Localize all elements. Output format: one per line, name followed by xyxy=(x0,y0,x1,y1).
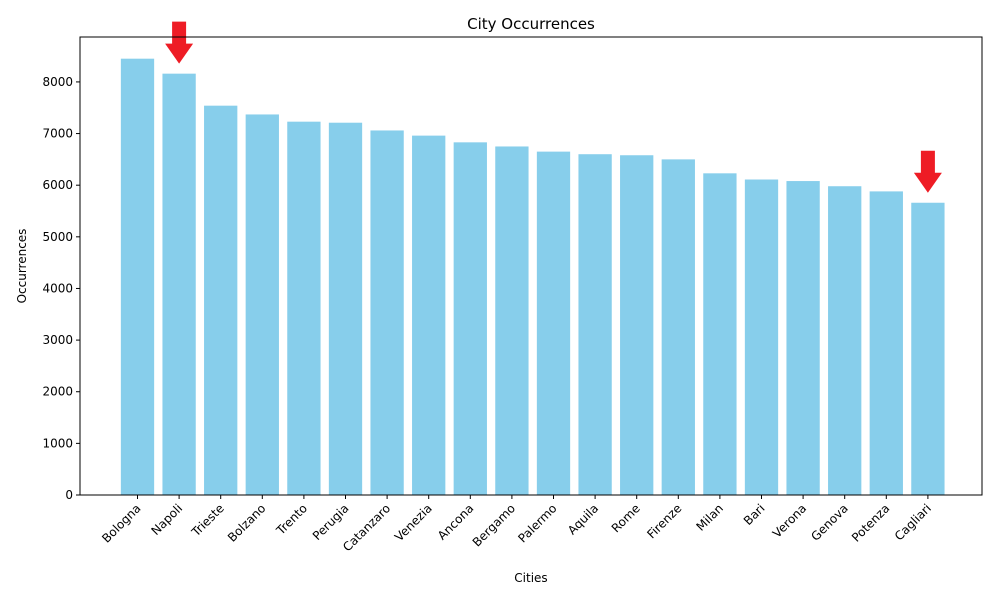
y-tick-label: 3000 xyxy=(42,333,73,347)
y-tick-label: 6000 xyxy=(42,178,73,192)
bar-trieste xyxy=(204,105,238,495)
y-tick-label: 1000 xyxy=(42,436,73,450)
y-tick-label: 7000 xyxy=(42,127,73,141)
y-ticks-group: 0 1000 2000 3000 4000 5000 6000 7000 8000 xyxy=(42,75,80,502)
bar-rome xyxy=(620,155,654,495)
y-tick-label: 5000 xyxy=(42,230,73,244)
bar-trento xyxy=(287,121,321,496)
annotations-group xyxy=(165,21,942,193)
bar-bari xyxy=(744,179,779,495)
bars-group xyxy=(120,58,945,496)
y-tick-label: 0 xyxy=(65,488,73,502)
y-axis-label: Occurrences xyxy=(15,229,29,304)
bar-milan xyxy=(703,173,737,495)
bar-cagliari xyxy=(911,202,945,495)
x-axis-label: Cities xyxy=(514,571,547,585)
bar-bolzano xyxy=(245,114,279,495)
bar-palermo xyxy=(536,151,571,495)
chart-title: City Occurrences xyxy=(467,15,595,33)
bar-catanzaro xyxy=(370,130,404,495)
bar-ancona xyxy=(453,142,487,495)
bar-venezia xyxy=(412,135,446,496)
arrow-down-icon xyxy=(165,21,194,64)
bar-aquila xyxy=(578,154,612,495)
bar-perugia xyxy=(328,122,363,496)
y-tick-label: 8000 xyxy=(42,75,73,89)
plot-frame xyxy=(79,36,983,496)
bar-napoli xyxy=(162,73,196,496)
arrow-down-icon xyxy=(913,150,942,193)
bar-firenze xyxy=(661,159,695,495)
bar-potenza xyxy=(869,191,903,495)
y-tick-label: 2000 xyxy=(42,385,73,399)
bar-genova xyxy=(828,186,862,495)
bar-verona xyxy=(786,181,820,495)
y-tick-label: 4000 xyxy=(42,281,73,295)
bar-bologna xyxy=(120,58,155,495)
bar-bergamo xyxy=(495,146,529,495)
